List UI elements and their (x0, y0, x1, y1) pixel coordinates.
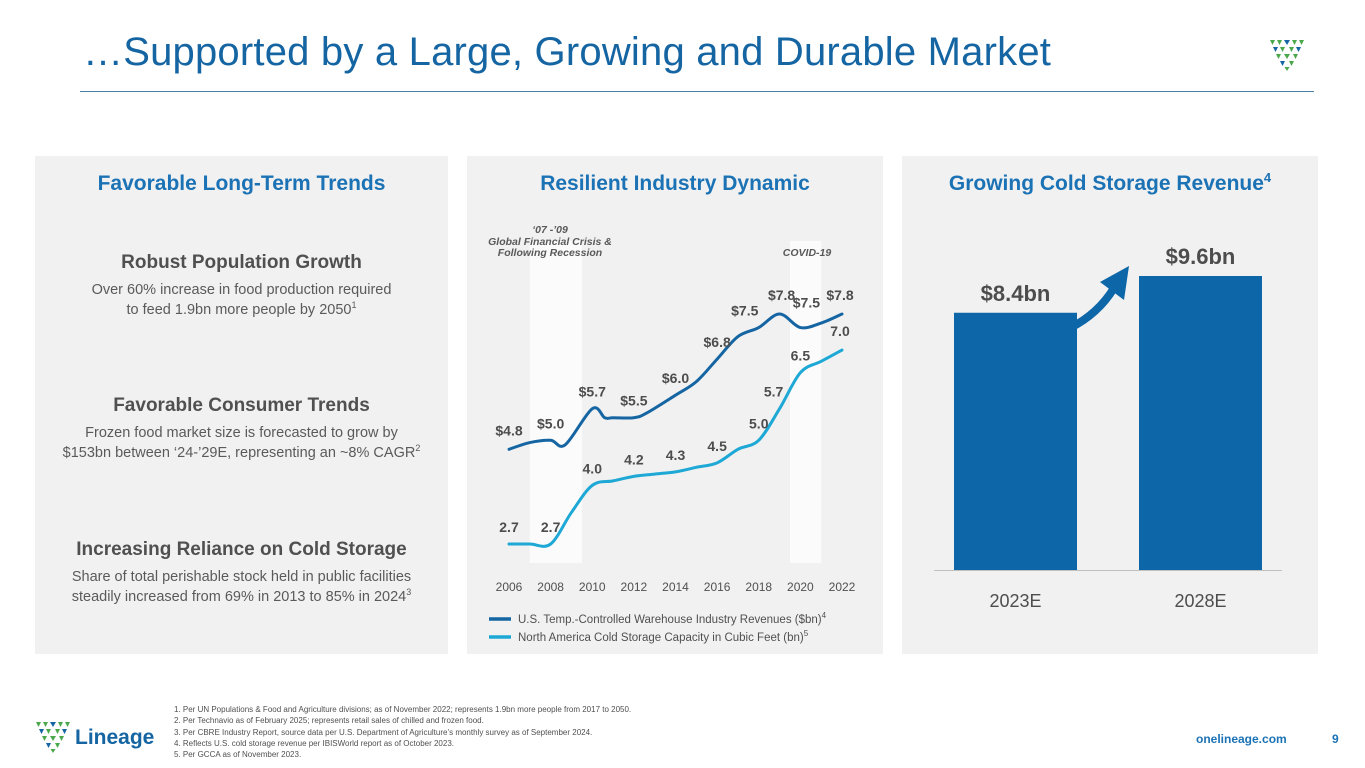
x-tick-label: 2022 (829, 580, 856, 594)
trend-text: Share of total perishable stock held in … (35, 567, 448, 607)
legend-label: North America Cold Storage Capacity in C… (518, 629, 809, 644)
footnote-ref: 2 (415, 443, 421, 454)
x-tick-label: 2008 (537, 580, 564, 594)
bar-2023E (954, 312, 1077, 570)
covid-shaded-period (789, 241, 822, 563)
revenue-bar-chart: $8.4bn 2023E $9.6bn 2028E (934, 244, 1282, 611)
footnote-ref: 5 (804, 629, 809, 638)
data-label: $7.8 (768, 287, 795, 303)
revenue-heading-text: Growing Cold Storage Revenue (948, 172, 1264, 195)
trends-panel: Favorable Long-Term Trends Robust Popula… (35, 156, 448, 654)
logo-wordmark: Lineage (75, 726, 154, 749)
footnote-ref: 4 (1263, 170, 1272, 185)
bar-value-label: $9.6bn (1166, 244, 1236, 269)
footnote: 3. Per CBRE Industry Report, source data… (174, 727, 593, 737)
footnote: 5. Per GCCA as of November 2023. (174, 750, 302, 760)
trend-line: Over 60% increase in food production req… (91, 282, 392, 298)
data-label: $7.5 (793, 295, 820, 311)
footnote-ref: 4 (822, 611, 827, 620)
x-tick-label: 2018 (745, 580, 772, 594)
website-link[interactable]: onelineage.com (1196, 732, 1287, 746)
trend-line: steadily increased from 69% in 2013 to 8… (71, 589, 407, 605)
gfc-shaded-period (529, 241, 582, 563)
revenue-series-line (507, 312, 844, 451)
data-label: 4.3 (666, 447, 686, 463)
footnote: 1. Per UN Populations & Food and Agricul… (174, 705, 632, 714)
data-label: 4.0 (583, 460, 603, 476)
data-label: $5.0 (537, 415, 564, 431)
data-label: $5.7 (579, 384, 606, 400)
footnote-ref: 3 (406, 587, 412, 598)
x-tick-label: 2016 (704, 580, 731, 594)
industry-panel: Resilient Industry Dynamic ‘07 -’09 Glob… (467, 156, 883, 654)
data-label: 7.0 (830, 323, 850, 339)
data-label: 4.5 (707, 438, 727, 454)
page-number: 9 (1332, 732, 1339, 746)
trend-title: Favorable Consumer Trends (113, 395, 370, 416)
trend-population: Robust Population Growth Over 60% increa… (35, 252, 448, 320)
x-tick-label: 2020 (787, 580, 814, 594)
footnotes: 1. Per UN Populations & Food and Agricul… (174, 704, 631, 760)
trend-title: Increasing Reliance on Cold Storage (76, 539, 407, 560)
data-label: $6.0 (662, 370, 689, 386)
data-label: 5.7 (764, 384, 784, 400)
x-tick-label: 2010 (579, 580, 606, 594)
trend-text: Over 60% increase in food production req… (35, 280, 448, 320)
trend-line: $153bn between ‘24-’29E, representing an… (62, 445, 416, 461)
footnote: 4. Reflects U.S. cold storage revenue pe… (174, 738, 454, 748)
footnote: 2. Per Technavio as of February 2025; re… (174, 716, 484, 726)
footnote-ref: 1 (351, 300, 357, 311)
data-label: $4.8 (495, 422, 522, 438)
trend-cold-storage: Increasing Reliance on Cold Storage Shar… (35, 539, 448, 607)
capacity-series-line (507, 348, 844, 548)
gfc-annotation-line: Following Recession (498, 247, 602, 259)
data-label: $7.5 (731, 303, 758, 319)
x-tick-label: 2012 (621, 580, 648, 594)
title-divider (80, 91, 1314, 92)
data-label: 2.7 (541, 519, 561, 535)
bar-category-label: 2023E (989, 591, 1041, 611)
gfc-annotation-line: Global Financial Crisis & (488, 236, 612, 248)
page-title: …Supported by a Large, Growing and Durab… (83, 30, 1052, 74)
covid-annotation: COVID-19 (783, 247, 832, 259)
gfc-annotation-line: ‘07 -’09 (532, 224, 568, 236)
data-label: 5.0 (749, 415, 769, 431)
trend-title: Robust Population Growth (121, 252, 362, 273)
revenue-panel: Growing Cold Storage Revenue4 $8.4bn 2023… (902, 156, 1318, 654)
data-label: $5.5 (620, 393, 647, 409)
x-tick-label: 2014 (662, 580, 689, 594)
trend-text: Frozen food market size is forecasted to… (35, 423, 448, 463)
data-label: 2.7 (499, 519, 519, 535)
trend-line: Frozen food market size is forecasted to… (85, 425, 398, 441)
data-label: 6.5 (791, 348, 811, 364)
trends-heading: Favorable Long-Term Trends (97, 172, 386, 195)
bar-2028E (1139, 276, 1262, 570)
lineage-mark-icon (1270, 40, 1304, 71)
industry-line-chart: ‘07 -’09 Global Financial Crisis & Follo… (488, 224, 856, 644)
x-tick-label: 2006 (496, 580, 523, 594)
trend-line: Share of total perishable stock held in … (71, 569, 412, 585)
data-label: $7.8 (826, 287, 853, 303)
trend-consumer: Favorable Consumer Trends Frozen food ma… (35, 395, 448, 463)
legend-label: U.S. Temp.-Controlled Warehouse Industry… (518, 611, 827, 626)
data-label: $6.8 (704, 334, 731, 350)
data-label: 4.2 (624, 451, 644, 467)
lineage-logo: Lineage (36, 722, 154, 753)
growth-arrow-icon (1066, 266, 1129, 332)
lineage-mark-icon (36, 722, 70, 753)
bar-value-label: $8.4bn (981, 281, 1051, 306)
revenue-heading: Growing Cold Storage Revenue4 (902, 170, 1318, 196)
bar-category-label: 2028E (1174, 591, 1226, 611)
industry-heading: Resilient Industry Dynamic (540, 172, 810, 195)
trend-line: to feed 1.9bn more people by 2050 (126, 302, 352, 318)
